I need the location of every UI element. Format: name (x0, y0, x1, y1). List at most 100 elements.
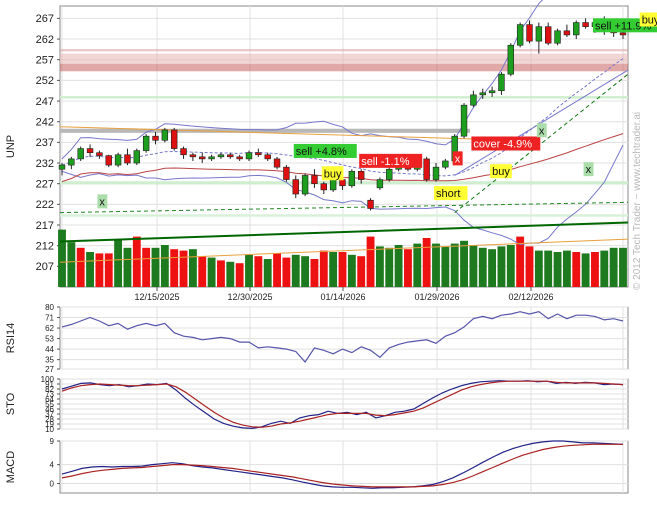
support-zone (60, 214, 628, 217)
signal-label: buy (642, 15, 657, 27)
signal-label-box (293, 143, 357, 158)
y-tick-label: 27 (45, 365, 54, 374)
panel-frame (59, 440, 629, 494)
volume-bar (291, 254, 300, 287)
candle-body (358, 170, 365, 180)
volume-bar (516, 236, 525, 287)
signal-label-box (583, 162, 594, 177)
candle-body (96, 152, 103, 156)
series-line (61, 311, 624, 363)
candle-body (470, 94, 477, 106)
volume-bar (273, 253, 281, 287)
volume-bar (450, 243, 459, 287)
candle-body (217, 154, 225, 158)
signal-label-box (536, 123, 547, 138)
signal-label-box (639, 12, 657, 27)
volume-bar (581, 253, 590, 287)
y-tick-label: 242 (36, 117, 54, 129)
signal-label-box (452, 151, 463, 166)
volume-bar (366, 236, 375, 287)
y-tick-label: 10 (45, 425, 54, 434)
volume-bar (226, 261, 235, 287)
candle-body (339, 179, 346, 187)
volume-bar (114, 239, 123, 287)
signal-label-box (434, 186, 468, 201)
signal-label: sell +11.9% (595, 20, 652, 32)
candle-body (582, 22, 589, 27)
resistance-zone (60, 48, 628, 52)
volume-bar (86, 252, 94, 287)
candle-body (77, 148, 84, 160)
signal-label-box (471, 136, 541, 151)
volume-bar (432, 243, 440, 287)
y-tick-label: 62 (45, 324, 54, 333)
volume-bar (207, 257, 216, 287)
candle-body (563, 30, 571, 36)
candle-body (619, 32, 627, 36)
y-tick-label: 46 (45, 405, 54, 414)
candle-body (152, 135, 159, 141)
candle-body (161, 129, 169, 141)
y-tick-label: 252 (36, 75, 54, 87)
candle-body (423, 158, 430, 180)
signal-label: short (436, 188, 460, 200)
volume-bar (413, 243, 422, 287)
series-line (61, 380, 624, 428)
trend-line (59, 201, 629, 214)
candle-body (171, 129, 178, 149)
signal-label: x (455, 153, 461, 165)
candle-body (498, 73, 505, 92)
volume-bar (591, 252, 599, 287)
candle-body (236, 156, 243, 160)
x-tick-label: 01/29/2026 (414, 292, 459, 302)
volume-bar (385, 247, 394, 287)
axis-label: RSI14 (5, 323, 17, 354)
y-tick-label: 207 (36, 261, 54, 273)
candle-body (255, 152, 262, 156)
volume-bar (329, 252, 338, 287)
y-tick-label: 73 (45, 390, 54, 399)
y-tick-label: 91 (45, 380, 54, 389)
y-tick-label: 82 (45, 385, 54, 394)
y-tick-label: 19 (45, 420, 54, 429)
volume-bar (497, 246, 506, 287)
y-tick-label: 262 (36, 34, 54, 46)
y-tick-label: 35 (45, 355, 54, 364)
volume-bar (188, 249, 197, 287)
x-tick-label: 02/12/2026 (508, 292, 553, 302)
volume-bar (469, 245, 478, 287)
volume-bar (544, 250, 553, 287)
trend-line (59, 126, 479, 140)
volume-bar (58, 229, 66, 287)
candle-body (526, 24, 533, 42)
signal-label-box (97, 194, 108, 209)
volume-bar (151, 247, 160, 287)
watermark-text: © 2012 Tech Trader ~ www.techtrader.ai (632, 111, 643, 290)
volume-bar (478, 247, 487, 287)
candle-body (386, 168, 393, 180)
volume-bar (263, 259, 272, 287)
y-tick-label: 267 (36, 13, 54, 25)
candle-body (58, 164, 66, 170)
candle-body (292, 179, 299, 195)
volume-bar (553, 252, 562, 287)
candle-body (545, 26, 552, 44)
signal-label-box (490, 164, 512, 179)
candle-body (208, 156, 215, 160)
candle-body (133, 150, 140, 164)
y-tick-label: 217 (36, 220, 54, 232)
volume-bar (160, 245, 169, 287)
volume-bar (310, 259, 319, 287)
volume-bar (562, 250, 571, 287)
signal-label: cover -4.9% (473, 139, 532, 151)
y-tick-label: 53 (45, 334, 54, 343)
candle-body (488, 90, 496, 94)
volume-bar (394, 245, 403, 287)
y-tick-label: 71 (45, 313, 54, 322)
y-tick-label: 37 (45, 410, 54, 419)
candle-body (180, 148, 187, 156)
y-tick-label: 237 (36, 137, 54, 149)
axis-label: STO (5, 392, 17, 415)
